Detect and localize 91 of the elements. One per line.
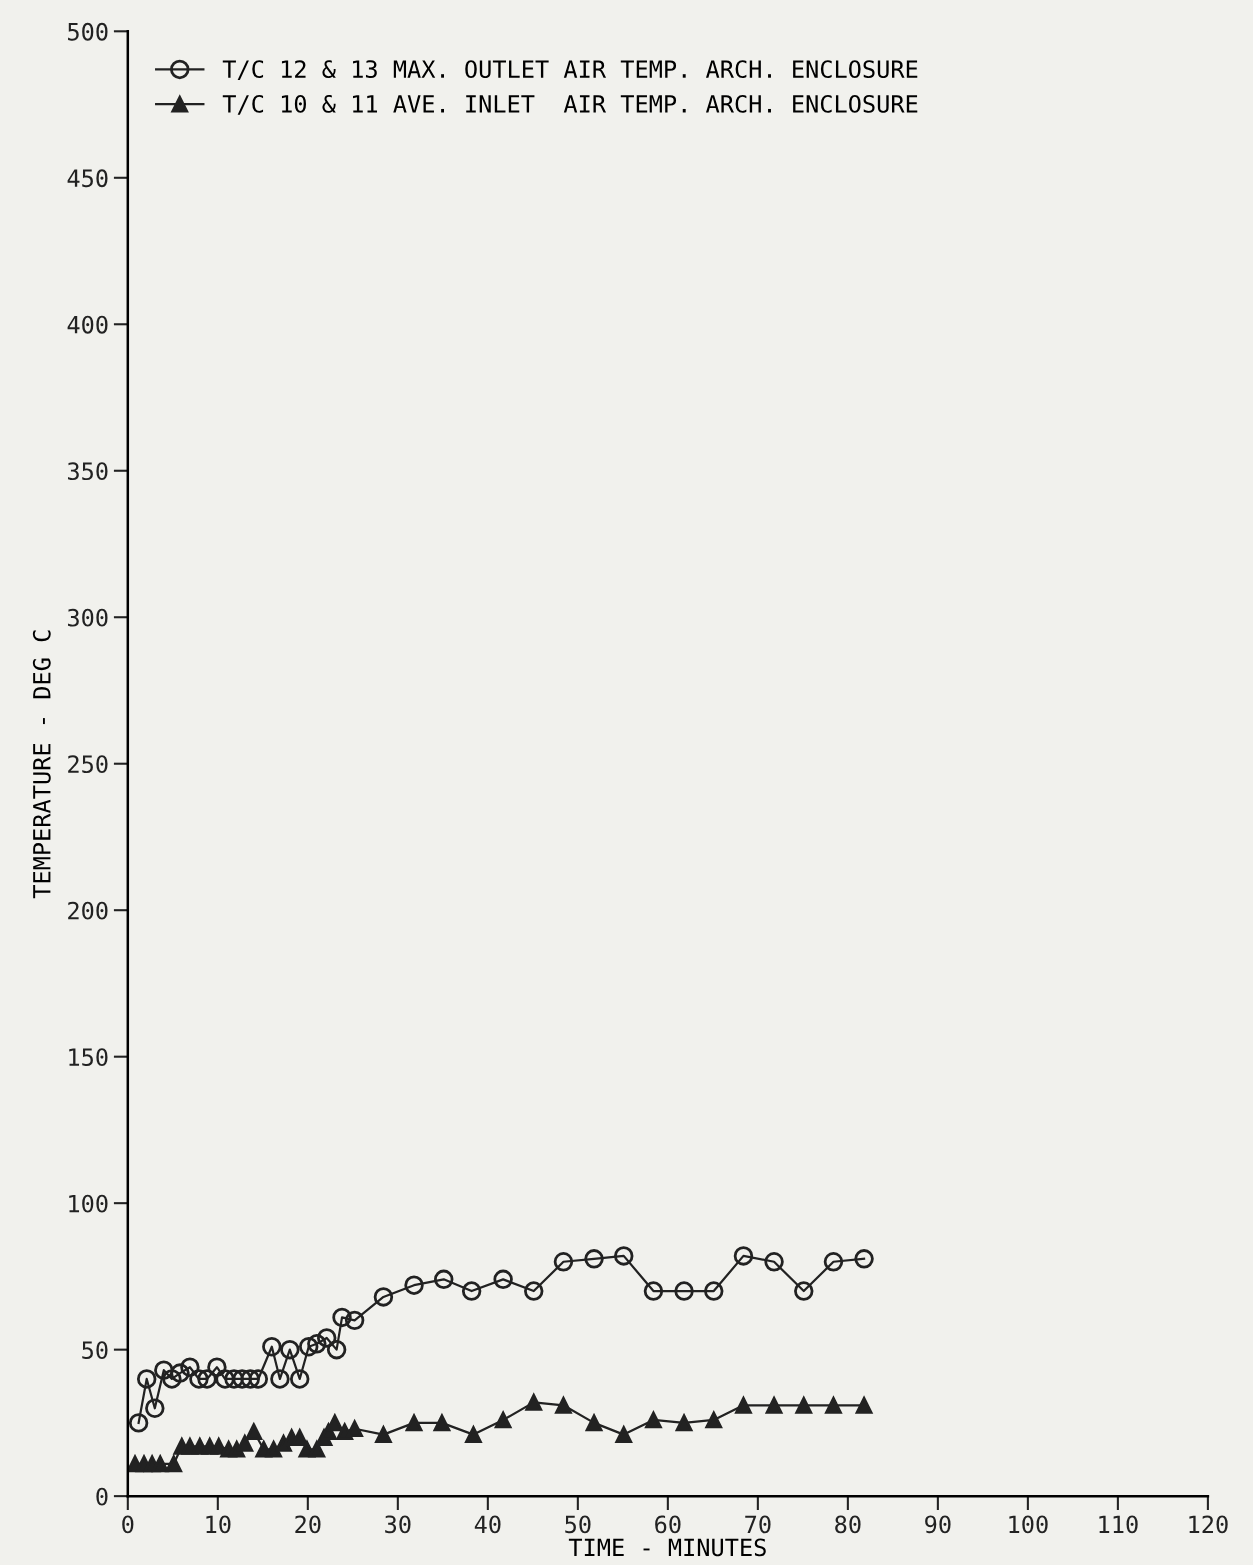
y-tick-label: 500 bbox=[68, 22, 108, 41]
point bbox=[248, 1369, 269, 1389]
point bbox=[434, 1269, 454, 1290]
x-tick-label: 40 bbox=[474, 1515, 501, 1534]
x-tick-label: 70 bbox=[745, 1515, 771, 1534]
y-tick-label: 400 bbox=[67, 315, 108, 334]
point bbox=[645, 1411, 662, 1429]
point bbox=[643, 1281, 664, 1301]
point bbox=[344, 1310, 365, 1331]
point bbox=[207, 1357, 227, 1377]
point bbox=[270, 1369, 290, 1389]
point bbox=[553, 1252, 574, 1272]
point bbox=[180, 1357, 200, 1377]
point bbox=[461, 1281, 482, 1301]
point bbox=[245, 1423, 263, 1441]
point bbox=[145, 1398, 165, 1418]
point bbox=[674, 1281, 694, 1301]
point bbox=[136, 1369, 157, 1389]
point bbox=[332, 1307, 352, 1328]
x-tick-label: 90 bbox=[925, 1515, 951, 1534]
y-tick-label: 50 bbox=[82, 1341, 108, 1360]
point bbox=[825, 1396, 842, 1414]
x-tick-label: 30 bbox=[385, 1515, 411, 1534]
x-tick-label: 10 bbox=[206, 1515, 231, 1534]
point bbox=[493, 1269, 513, 1290]
point bbox=[524, 1281, 544, 1301]
y-axis-title: TEMPERATURE - DEG C bbox=[32, 630, 51, 899]
x-tick-label: 120 bbox=[1189, 1515, 1228, 1534]
x-tick-label: 110 bbox=[1099, 1515, 1138, 1534]
point bbox=[262, 1337, 282, 1357]
point bbox=[432, 1412, 451, 1432]
point bbox=[373, 1287, 394, 1307]
point bbox=[794, 1281, 814, 1301]
point bbox=[299, 1337, 319, 1357]
point bbox=[232, 1369, 252, 1389]
legend-label: T/C 10 & 11 AVE. INLET AIR TEMP. ARCH. ENCLOSURE bbox=[222, 94, 918, 115]
point bbox=[170, 1363, 190, 1383]
point bbox=[405, 1414, 423, 1432]
point bbox=[675, 1414, 693, 1432]
point bbox=[584, 1249, 604, 1269]
y-tick-label: 300 bbox=[67, 608, 108, 627]
point bbox=[614, 1246, 634, 1266]
point bbox=[162, 1369, 182, 1389]
point bbox=[154, 1360, 174, 1380]
point bbox=[855, 1396, 873, 1414]
point bbox=[823, 1252, 844, 1272]
point bbox=[764, 1252, 784, 1272]
point bbox=[128, 1413, 149, 1433]
y-tick-label: 0 bbox=[96, 1487, 108, 1506]
y-tick-label: 350 bbox=[67, 462, 108, 481]
point bbox=[854, 1249, 874, 1269]
x-tick-label: 50 bbox=[565, 1515, 591, 1534]
point bbox=[704, 1281, 724, 1301]
point bbox=[151, 1455, 169, 1473]
x-tick-label: 0 bbox=[122, 1515, 134, 1534]
point bbox=[189, 1369, 209, 1389]
point bbox=[326, 1339, 347, 1360]
point bbox=[317, 1328, 337, 1348]
point bbox=[165, 1455, 183, 1473]
point bbox=[765, 1396, 783, 1414]
point bbox=[494, 1411, 512, 1429]
y-tick-label: 150 bbox=[69, 1048, 108, 1067]
point bbox=[375, 1426, 392, 1443]
x-tick-label: 20 bbox=[295, 1515, 321, 1534]
point bbox=[290, 1369, 310, 1389]
y-tick-label: 200 bbox=[68, 901, 108, 920]
point bbox=[525, 1394, 543, 1411]
point bbox=[224, 1369, 244, 1389]
x-tick-label: 80 bbox=[835, 1515, 861, 1534]
point bbox=[735, 1396, 752, 1414]
point bbox=[215, 1369, 235, 1389]
point bbox=[404, 1275, 424, 1295]
y-tick-label: 100 bbox=[69, 1194, 108, 1213]
point bbox=[308, 1440, 326, 1458]
point bbox=[733, 1246, 754, 1266]
y-tick-label: 250 bbox=[68, 755, 108, 774]
point bbox=[280, 1339, 300, 1360]
y-tick-label: 450 bbox=[67, 169, 108, 188]
point bbox=[197, 1369, 217, 1389]
point bbox=[307, 1334, 327, 1354]
point bbox=[795, 1396, 813, 1414]
x-axis-title: TIME - MINUTES bbox=[568, 1538, 766, 1557]
point bbox=[705, 1411, 723, 1429]
point bbox=[465, 1426, 482, 1443]
legend-label: T/C 12 & 13 MAX. OUTLET AIR TEMP. ARCH. ENCLOSURE bbox=[222, 60, 918, 80]
x-tick-label: 100 bbox=[1009, 1515, 1048, 1534]
point bbox=[240, 1369, 260, 1389]
point bbox=[555, 1396, 572, 1414]
x-tick-label: 60 bbox=[655, 1515, 681, 1534]
point bbox=[615, 1426, 633, 1443]
point bbox=[585, 1414, 603, 1432]
